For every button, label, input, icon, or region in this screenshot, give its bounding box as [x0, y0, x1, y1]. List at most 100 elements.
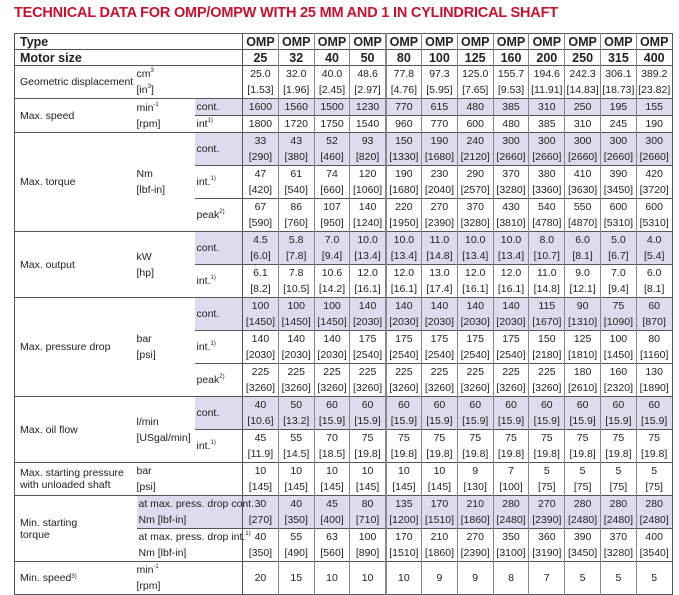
condition-line: cont.: [196, 308, 220, 320]
table-row: int.1) 6.1 [8.2] 7.8 [10.5] 10.6 [14.2] 12.0 [16…: [15, 264, 673, 298]
cell-value: [2660]: [603, 151, 633, 163]
condition-label: cont.: [194, 98, 243, 116]
cell-value: [3360]: [532, 184, 562, 196]
cell-value: [2540]: [424, 349, 455, 361]
technical-data-table: Type OMP OMP OMP OMP OMP OMP OMP OMP OMP OMP OMP OM…: [14, 33, 673, 595]
cell-value: 270: [538, 498, 556, 510]
cell-value: [270]: [248, 514, 273, 526]
cell-value: [400]: [320, 514, 344, 526]
cell-value: 300: [573, 135, 592, 147]
cell-value: 15: [290, 572, 303, 584]
table-cell: 140 [2030]: [456, 297, 494, 331]
cell-value: 194.6: [533, 68, 560, 80]
motor-size-label: Motor size: [14, 49, 243, 66]
type-cell: OMP: [635, 33, 673, 50]
condition-label: at max. press. drop int.1) Nm [lbf-in]: [136, 528, 251, 562]
table-cell: 97.3 [5.95]: [421, 65, 458, 99]
motor-size-cell: 250: [564, 49, 601, 66]
cell-value: [1200]: [389, 514, 419, 526]
cell-value: 70: [326, 432, 338, 444]
cell-value: 300: [609, 135, 628, 147]
motor-size-cell: 200: [528, 49, 565, 66]
table-cell: 310: [564, 115, 601, 133]
condition-line: cont.: [196, 407, 220, 419]
cell-value: 600: [609, 201, 628, 213]
table-cell: 12.0 [16.1]: [456, 264, 494, 298]
unit-line-superscript: -1: [153, 101, 159, 108]
table-cell: 120 [1060]: [349, 165, 386, 199]
cell-value: [11.9]: [247, 448, 274, 460]
cell-value: 190: [430, 135, 449, 147]
cell-value: [19.8]: [354, 448, 381, 460]
table-cell: 1720: [277, 115, 315, 133]
row-label: Max. speed: [14, 98, 137, 133]
cell-value: 225: [358, 366, 377, 378]
table-cell: 10: [313, 561, 350, 595]
cell-value: [5310]: [603, 217, 633, 229]
unit-label: Nm [lbf-in]: [136, 132, 195, 232]
cell-value: [23.82]: [638, 84, 671, 96]
cell-value: 60: [326, 399, 338, 411]
cell-value: [2660]: [532, 151, 562, 163]
cell-value: 140: [430, 300, 449, 312]
condition-label: cont.: [194, 132, 243, 166]
cell-value: 130: [645, 366, 663, 378]
table-cell: 175 [2540]: [349, 330, 386, 364]
cell-value: 615: [430, 101, 449, 113]
table-cell: 380 [3360]: [528, 165, 565, 199]
cell-value: 60: [505, 399, 517, 411]
cell-value: [145]: [427, 481, 452, 493]
cell-value: 60: [398, 399, 410, 411]
table-cell: 107 [950]: [313, 198, 350, 232]
type-cell: OMP: [456, 33, 494, 50]
table-cell: 194.6 [11.91]: [528, 65, 565, 99]
cell-value: 1720: [284, 118, 308, 130]
cell-value: [4.76]: [390, 84, 417, 96]
table-cell: 80 [710]: [349, 495, 386, 529]
cell-value: 290: [466, 168, 484, 180]
unit-line: cm3: [136, 68, 154, 80]
cell-value: [15.9]: [605, 415, 632, 427]
motor-size-cell: 400: [635, 49, 673, 66]
cell-value: 210: [466, 498, 484, 510]
table-cell: 90 [1310]: [564, 297, 601, 331]
cell-value: 60: [433, 399, 446, 411]
cell-value: 385: [538, 118, 556, 130]
table-cell: 75 [19.8]: [384, 429, 422, 463]
table-cell: 12.0 [16.1]: [349, 264, 386, 298]
cell-value: [2040]: [424, 184, 455, 196]
table-cell: 150 [2180]: [528, 330, 565, 364]
cell-value: 1230: [355, 101, 380, 113]
table-row: int.1) 47 [420] 61 [540] 74 [660] 120 [1060] 190 […: [15, 165, 673, 199]
cell-value: 75: [433, 432, 446, 444]
table-cell: 9: [456, 561, 494, 595]
cell-value: [15.9]: [641, 415, 668, 427]
cell-value: [7.65]: [462, 84, 489, 96]
table-cell: 45 [400]: [313, 495, 350, 529]
cell-value: [2120]: [460, 151, 490, 163]
table-cell: 280 [2480]: [600, 495, 637, 529]
cell-value: 170: [430, 498, 449, 510]
cell-value: [2030]: [245, 349, 276, 361]
cell-value: [2540]: [352, 349, 383, 361]
cell-value: 230: [430, 168, 449, 180]
table-cell: 33 [290]: [242, 132, 279, 166]
table-cell: 225 [3260]: [528, 363, 565, 397]
cell-value: [75]: [573, 481, 592, 493]
cell-value: 100: [287, 300, 305, 312]
table-cell: 155.7 [9.53]: [492, 65, 529, 99]
cell-value: [3280]: [460, 217, 490, 229]
unit-line-superscript: -1: [153, 564, 159, 570]
condition-line-superscript: 2): [219, 209, 225, 215]
cell-value: [1510]: [424, 514, 455, 526]
table-cell: 75 [19.8]: [492, 429, 529, 463]
table-cell: 140 [1240]: [349, 198, 386, 232]
table-cell: 270 [2390]: [528, 495, 565, 529]
table-cell: 60 [15.9]: [600, 396, 637, 430]
table-cell: 8: [492, 561, 529, 595]
cell-value: [2030]: [317, 349, 347, 361]
table-cell: 55 [14.5]: [277, 429, 315, 463]
table-cell: 242.3 [14.83]: [564, 65, 601, 99]
condition-line: at max. press. drop cont.: [138, 498, 255, 510]
table-cell: 5: [564, 561, 601, 595]
